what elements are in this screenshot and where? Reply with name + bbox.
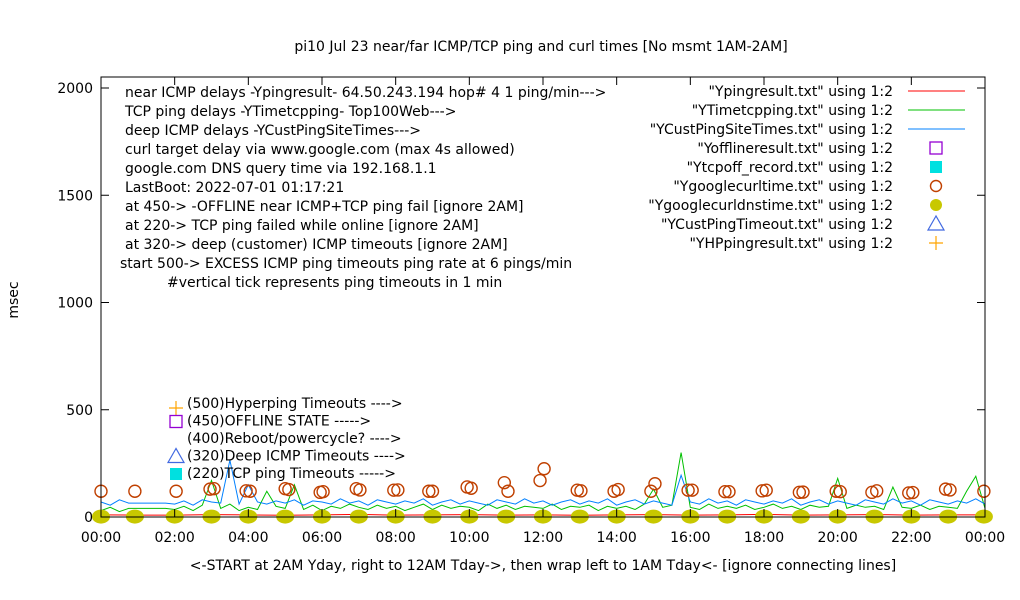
- y-tick-label: 1000: [57, 296, 93, 312]
- x-tick-label: 00:00: [965, 530, 1005, 546]
- curl-point: [425, 484, 440, 498]
- curl-point: [829, 484, 843, 498]
- curl-point: [755, 484, 769, 498]
- note-text: deep ICMP delays -YCustPingSiteTimes--->: [125, 123, 421, 139]
- note-text: at 450-> -OFFLINE near ICMP+TCP ping fai…: [125, 199, 524, 215]
- x-tick-label: 18:00: [744, 530, 784, 546]
- curl-point: [796, 485, 810, 499]
- legend-plus-icon: [929, 236, 943, 250]
- curl-point: [387, 483, 401, 497]
- x-tick-label: 02:00: [154, 530, 194, 546]
- note-text: TCP ping delays -YTimetcpping- Top100Web…: [124, 104, 456, 120]
- y-tick-label: 1500: [57, 188, 93, 204]
- x-tick-label: 04:00: [228, 530, 268, 546]
- legend-triangle-icon: [926, 214, 946, 231]
- note-text: at 320-> deep (customer) ICMP timeouts […: [125, 237, 508, 253]
- curl-point: [938, 482, 953, 496]
- note-text: LastBoot: 2022-07-01 01:17:21: [125, 180, 344, 196]
- curl-point: [611, 482, 625, 497]
- marker-square-icon: [170, 468, 182, 480]
- curl-point: [648, 477, 662, 491]
- curl-point: [906, 485, 920, 500]
- legend-circle-icon: [929, 179, 943, 193]
- x-tick-label: 12:00: [523, 530, 563, 546]
- marker-triangle-icon: [166, 447, 186, 464]
- curl-point: [718, 484, 732, 499]
- y-tick-label: 0: [84, 510, 93, 526]
- y-axis-label: msec: [6, 281, 22, 318]
- curl-point: [722, 484, 736, 499]
- curl-point: [316, 484, 330, 499]
- marker-square-icon: [169, 414, 183, 429]
- curl-point: [353, 483, 367, 497]
- curl-point: [977, 484, 991, 498]
- x-tick-label: 16:00: [670, 530, 710, 546]
- legend-label: "YTimetcpping.txt" using 1:2: [692, 103, 893, 119]
- curl-point: [537, 462, 551, 476]
- y-tick-label: 500: [66, 403, 93, 419]
- marker-label: (220)TCP ping Timeouts ----->: [187, 466, 396, 482]
- x-tick-label: 00:00: [81, 530, 121, 546]
- chart-title: pi10 Jul 23 near/far ICMP/TCP ping and c…: [294, 39, 787, 55]
- legend-label: "Ytcpoff_record.txt" using 1:2: [687, 160, 893, 176]
- legend-square-icon: [929, 141, 943, 155]
- curl-point: [422, 484, 436, 498]
- curl-point: [792, 485, 807, 500]
- curl-point: [943, 483, 957, 497]
- series-line-1: [100, 452, 986, 513]
- note-text: curl target delay via www.google.com (ma…: [125, 142, 515, 158]
- legend-label: "Ygooglecurltime.txt" using 1:2: [673, 179, 893, 195]
- note-text: google.com DNS query time via 192.168.1.…: [125, 161, 437, 177]
- x-axis-label: <-START at 2AM Yday, right to 12AM Tday-…: [190, 558, 896, 574]
- curl-point: [902, 486, 916, 500]
- curl-point: [759, 483, 773, 497]
- legend-label: "YHPpingresult.txt" using 1:2: [689, 236, 893, 252]
- x-tick-label: 22:00: [891, 530, 931, 546]
- note-text: #vertical tick represents ping timeouts …: [167, 275, 502, 291]
- curl-point: [533, 473, 547, 488]
- curl-point: [391, 483, 405, 497]
- curl-point: [501, 484, 515, 498]
- legend-label: "Ygooglecurldnstime.txt" using 1:2: [648, 198, 893, 214]
- legend-label: "YCustPingSiteTimes.txt" using 1:2: [650, 122, 893, 138]
- curl-point: [497, 475, 512, 490]
- legend-square-icon: [930, 161, 942, 173]
- note-text: at 220-> TCP ping failed while online [i…: [125, 218, 479, 234]
- curl-point: [833, 484, 847, 499]
- plot-area: 0 500 1000 1500 2000 00:00 02:00 04:00 06:00 08:0…: [57, 76, 1005, 546]
- marker-plus-icon: [169, 401, 183, 415]
- curl-point: [685, 483, 699, 497]
- marker-label: (450)OFFLINE STATE ----->: [187, 414, 371, 430]
- legend-label: "Yofflineresult.txt" using 1:2: [697, 141, 893, 157]
- curl-point: [282, 482, 296, 497]
- legend-dot-icon: [930, 199, 942, 211]
- marker-label: (320)Deep ICMP Timeouts ---->: [187, 449, 406, 465]
- legend-label: "Ypingresult.txt" using 1:2: [708, 84, 893, 100]
- marker-label: (400)Reboot/powercycle? ---->: [187, 431, 402, 447]
- legend-label: "YCustPingTimeout.txt" using 1:2: [661, 217, 893, 233]
- curl-point: [681, 483, 695, 497]
- curl-point: [574, 484, 588, 498]
- curl-point: [243, 484, 257, 498]
- curl-point: [203, 482, 217, 496]
- y-tick-label: 2000: [57, 81, 93, 97]
- note-text: start 500-> EXCESS ICMP ping timeouts pi…: [120, 256, 572, 272]
- x-tick-label: 10:00: [449, 530, 489, 546]
- x-tick-label: 06:00: [302, 530, 342, 546]
- curl-point: [239, 484, 253, 498]
- note-text: near ICMP delays -Ypingresult- 64.50.243…: [125, 85, 606, 101]
- x-tick-label: 20:00: [817, 530, 857, 546]
- x-tick-label: 08:00: [375, 530, 415, 546]
- curl-point: [644, 484, 658, 498]
- curl-point: [207, 481, 221, 496]
- curl-point: [464, 481, 478, 495]
- marker-label: (500)Hyperping Timeouts ---->: [187, 396, 403, 412]
- x-tick-label: 14:00: [596, 530, 636, 546]
- curl-point: [169, 484, 183, 498]
- curl-point: [128, 484, 142, 498]
- curl-point: [870, 484, 884, 498]
